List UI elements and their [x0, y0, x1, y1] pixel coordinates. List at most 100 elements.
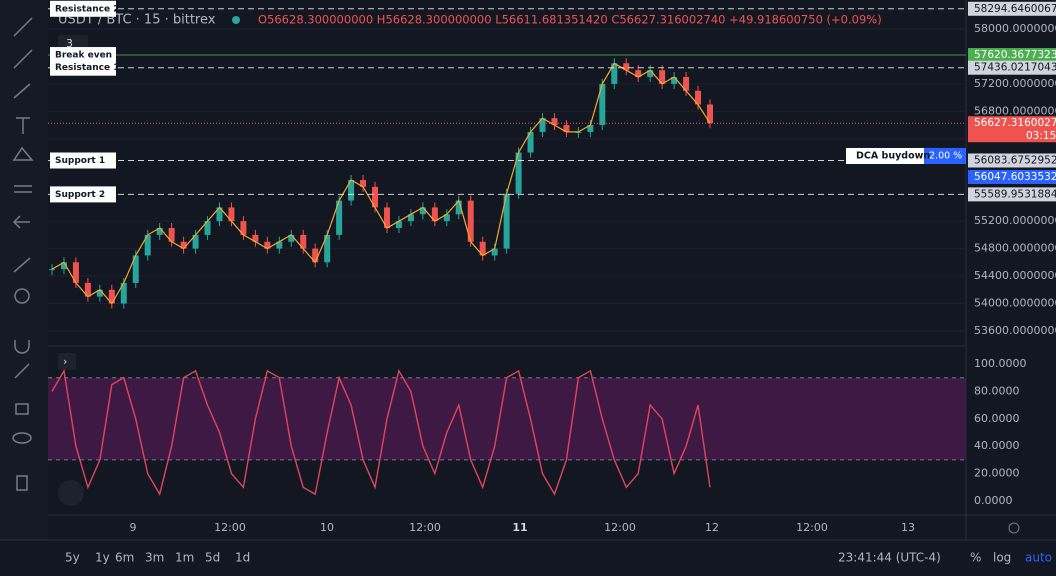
candle: [503, 193, 510, 249]
level-price-bg: [968, 1, 1056, 16]
range-button[interactable]: 6m: [115, 551, 134, 565]
candle: [324, 234, 331, 263]
candle: [240, 221, 247, 235]
price-label: 54400.000000000: [974, 269, 1056, 282]
time-label: 13: [901, 521, 915, 534]
candle: [443, 214, 450, 222]
level-tag-bg: [50, 59, 116, 76]
candle: [683, 77, 690, 91]
level-price: 57620.367732345: [974, 49, 1056, 61]
candle: [563, 125, 570, 132]
level-price: 58294.646006743: [974, 3, 1056, 15]
toolbar: [0, 0, 48, 540]
level-tag: Break even: [55, 51, 112, 61]
bottom-bar: [0, 540, 1056, 572]
candle: [623, 63, 630, 71]
logo: [58, 480, 84, 506]
osc-expand[interactable]: [58, 353, 76, 370]
range-button[interactable]: 5d: [205, 551, 220, 565]
osc-band: [48, 377, 966, 460]
level-tag-bg: [50, 0, 116, 17]
level-price: 55589.953188483: [974, 188, 1056, 200]
candle: [192, 234, 199, 249]
candle: [551, 118, 558, 126]
osc-expand-icon[interactable]: ›: [63, 355, 67, 368]
level-price-bg: [968, 187, 1056, 202]
osc-label: 60.0000: [974, 412, 1020, 425]
range-button[interactable]: 5y: [65, 551, 80, 565]
candle: [180, 241, 187, 249]
range-button[interactable]: 1y: [95, 551, 110, 565]
candle: [348, 179, 355, 201]
time-label: 11: [512, 521, 527, 534]
price-label: 58000.000000000: [974, 22, 1056, 35]
clock: 23:41:44 (UTC-4): [838, 551, 941, 565]
time-label: 12:00: [409, 521, 441, 534]
osc-label: 0.0000: [974, 494, 1013, 507]
tool-icons[interactable]: [12, 17, 34, 491]
time-label: 9: [130, 521, 137, 534]
current-price: 56627.316002740: [974, 117, 1056, 129]
time-label: 12:00: [604, 521, 636, 534]
level-price: 57436.021704367: [974, 62, 1056, 74]
range-button[interactable]: 1d: [235, 551, 250, 565]
candle: [647, 70, 654, 78]
candle: [539, 118, 546, 132]
level-tag: Resistance 1: [55, 63, 119, 73]
level-price-bg: [968, 60, 1056, 75]
level-tag-bg: [50, 152, 116, 169]
candle: [707, 104, 713, 124]
auto-toggle[interactable]: auto: [1025, 551, 1052, 565]
dca-name: DCA buydown: [856, 150, 930, 161]
level-price: 56083.675295237: [974, 155, 1056, 167]
candle: [360, 179, 367, 187]
candle: [527, 131, 534, 153]
price-label: 55200.000000000: [974, 214, 1056, 227]
candle: [288, 234, 295, 242]
dca-pct-bg: [924, 147, 966, 164]
candle: [132, 255, 139, 283]
percent-toggle[interactable]: %: [970, 551, 981, 565]
ohlc: O56628.300000000 H56628.300000000 L56611…: [258, 13, 882, 27]
candle: [276, 241, 283, 249]
level-tag-bg: [50, 186, 116, 203]
candle: [372, 186, 379, 208]
range-button[interactable]: 1m: [175, 551, 194, 565]
candle: [204, 221, 211, 235]
candle: [491, 248, 498, 256]
candle: [336, 200, 343, 235]
candle: [383, 207, 390, 229]
price-label: 54000.000000000: [974, 297, 1056, 310]
candle: [49, 269, 55, 271]
candle: [72, 262, 79, 283]
candle: [252, 234, 259, 242]
time-label: 10: [320, 521, 334, 534]
candle: [144, 234, 151, 256]
candle: [60, 262, 67, 270]
candle: [611, 63, 618, 84]
log-toggle[interactable]: log: [993, 551, 1011, 565]
level-price-bg: [968, 153, 1056, 168]
price-label: 57200.000000000: [974, 77, 1056, 90]
range-button[interactable]: 3m: [145, 551, 164, 565]
candle: [216, 207, 223, 222]
dca-percent: 2.00 %: [929, 150, 962, 161]
candle: [300, 234, 307, 249]
candle: [419, 207, 426, 215]
status-dot: [232, 16, 240, 24]
level-tag-bg: [50, 47, 116, 64]
time-label: 12:00: [796, 521, 828, 534]
dca-price: 56047.603353277: [974, 171, 1056, 183]
time-label: 12: [705, 521, 719, 534]
settings[interactable]: [1008, 522, 1020, 534]
time-label: 12:00: [214, 521, 246, 534]
candle: [228, 207, 235, 222]
candle: [515, 152, 522, 194]
candle: [635, 70, 642, 78]
osc-label: 80.0000: [974, 384, 1020, 397]
collapse-count[interactable]: 3: [66, 37, 73, 50]
current-bg: [968, 116, 1056, 143]
candle: [695, 90, 702, 105]
